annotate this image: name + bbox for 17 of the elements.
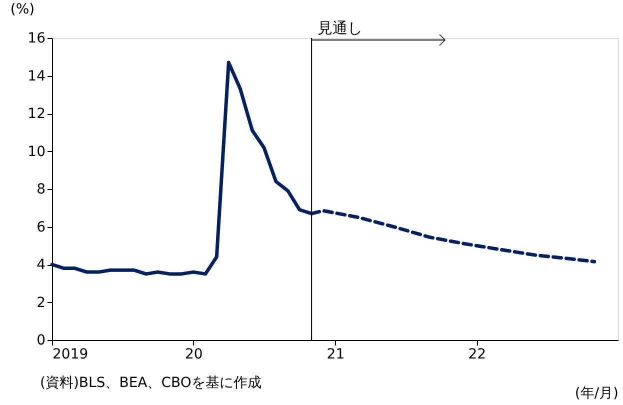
- x-tick-label: 22: [468, 346, 486, 362]
- x-tick-label: 21: [326, 346, 345, 362]
- ref-line-label: 見通し: [318, 19, 363, 37]
- y-tick-label: 16: [28, 30, 46, 46]
- y-tick-label: 14: [28, 68, 46, 84]
- x-axis-title: (年/月): [574, 386, 618, 402]
- text: (資料)BLS、BEA、CBOを基に作成: [40, 375, 262, 391]
- y-tick-label: 4: [36, 257, 46, 273]
- y-tick-label: 8: [36, 182, 46, 198]
- y-tick-label: 0: [36, 332, 46, 348]
- y-tick-label: 10: [28, 144, 46, 160]
- x-tick-label: 2019: [52, 346, 88, 362]
- y-tick-label: 6: [36, 219, 46, 236]
- y-axis-title: (%): [10, 2, 35, 18]
- y-tick-label: 12: [28, 106, 46, 122]
- x-tick-label: 20: [184, 346, 203, 362]
- y-tick-label: 2: [36, 294, 46, 311]
